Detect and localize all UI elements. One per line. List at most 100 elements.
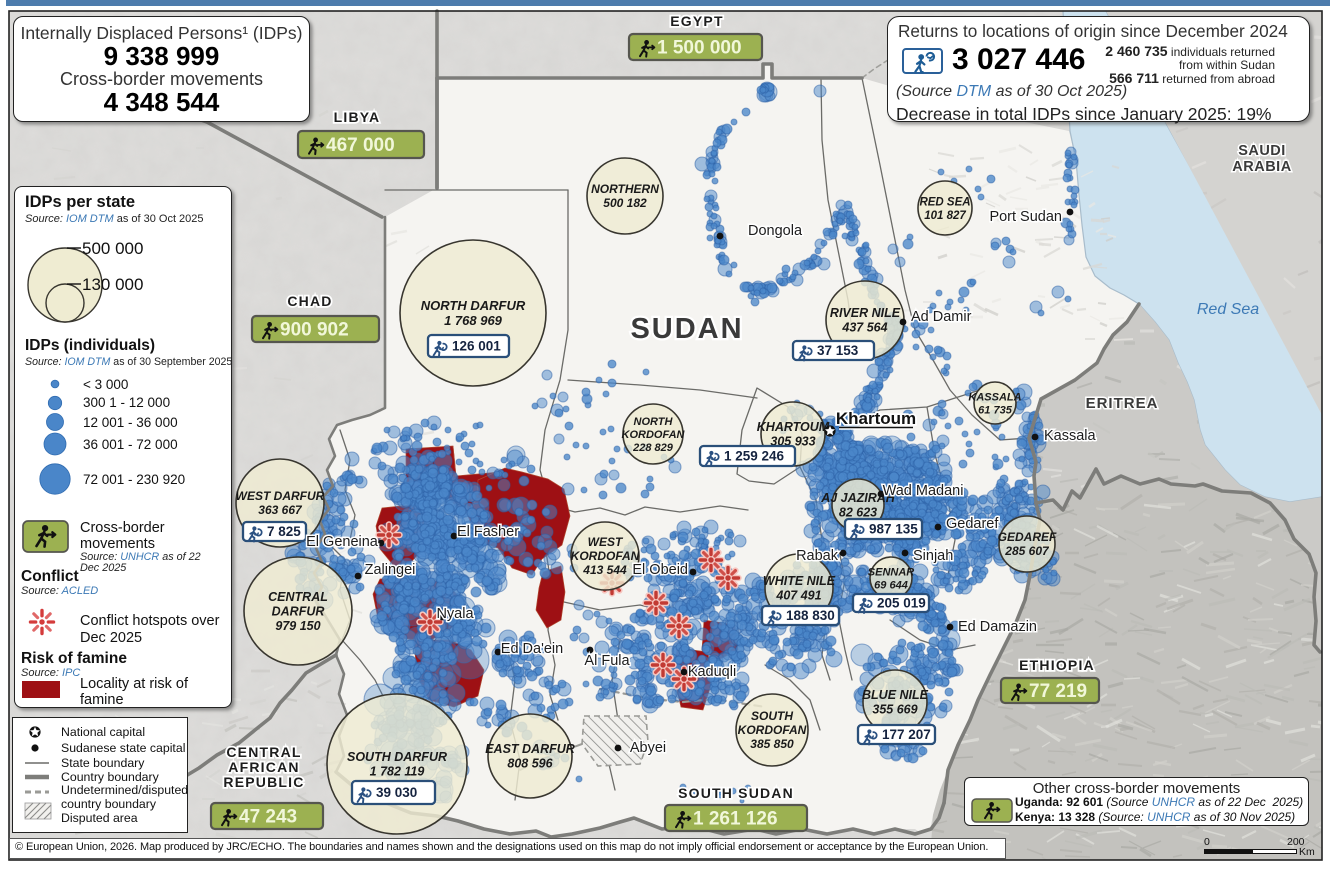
- svg-text:Kaduqli: Kaduqli: [688, 664, 736, 680]
- svg-text:7 825: 7 825: [267, 524, 301, 539]
- svg-text:Al Fula: Al Fula: [584, 653, 630, 669]
- svg-text:SUDAN: SUDAN: [630, 313, 743, 345]
- svg-text:IDPs per state: IDPs per state: [25, 193, 135, 211]
- svg-text:1 500 000: 1 500 000: [657, 38, 742, 59]
- svg-text:82 623: 82 623: [839, 506, 877, 520]
- svg-text:437 564: 437 564: [841, 321, 887, 335]
- svg-text:205 019: 205 019: [877, 596, 926, 611]
- svg-text:Red Sea: Red Sea: [1197, 301, 1259, 318]
- svg-text:SAUDI: SAUDI: [1238, 143, 1286, 159]
- svg-text:El Fasher: El Fasher: [457, 524, 519, 540]
- svg-text:ERITREA: ERITREA: [1086, 395, 1159, 412]
- svg-text:RIVER NILE: RIVER NILE: [830, 306, 901, 320]
- svg-text:500 000: 500 000: [82, 239, 143, 258]
- svg-text:Dongola: Dongola: [748, 223, 803, 239]
- svg-text:Source: IPC: Source: IPC: [21, 667, 80, 679]
- svg-text:movements: movements: [80, 536, 155, 552]
- svg-text:987 135: 987 135: [869, 522, 918, 537]
- svg-text:Gedaref: Gedaref: [946, 516, 999, 532]
- svg-text:188 830: 188 830: [786, 608, 835, 623]
- svg-text:SENNAR: SENNAR: [868, 566, 915, 578]
- svg-text:808 596: 808 596: [507, 757, 553, 771]
- svg-text:39 030: 39 030: [376, 785, 417, 800]
- svg-text:Conflict hotspots over: Conflict hotspots over: [80, 613, 220, 629]
- svg-text:CENTRAL: CENTRAL: [226, 744, 301, 760]
- svg-text:Country boundary: Country boundary: [61, 770, 160, 784]
- svg-text:69 644: 69 644: [874, 579, 908, 591]
- svg-text:Source: IOM DTM as of 30 Septe: Source: IOM DTM as of 30 September 2025: [25, 356, 231, 368]
- svg-text:101 827: 101 827: [924, 210, 966, 222]
- svg-text:Zalingei: Zalingei: [365, 562, 416, 578]
- svg-text:130 000: 130 000: [82, 275, 143, 294]
- svg-text:Undetermined/disputed: Undetermined/disputed: [61, 783, 188, 797]
- svg-text:36 001 - 72 000: 36 001 - 72 000: [83, 437, 178, 452]
- svg-text:NORTH: NORTH: [634, 416, 674, 428]
- svg-text:KASSALA: KASSALA: [968, 391, 1021, 403]
- svg-text:37 153: 37 153: [817, 343, 859, 358]
- svg-text:177 207: 177 207: [882, 727, 931, 742]
- svg-text:Kassala: Kassala: [1044, 428, 1097, 444]
- svg-text:RED SEA: RED SEA: [919, 196, 970, 208]
- svg-text:385 850: 385 850: [750, 737, 794, 751]
- svg-text:407 491: 407 491: [775, 589, 821, 603]
- svg-text:El Geneina: El Geneina: [306, 534, 379, 550]
- svg-text:CENTRAL: CENTRAL: [268, 590, 328, 604]
- svg-text:126 001: 126 001: [452, 339, 501, 354]
- svg-text:61 735: 61 735: [978, 404, 1013, 416]
- svg-text:Locality at risk of: Locality at risk of: [80, 676, 189, 692]
- svg-text:SOUTH SUDAN: SOUTH SUDAN: [678, 785, 794, 801]
- svg-text:NORTH DARFUR: NORTH DARFUR: [421, 298, 526, 313]
- svg-text:Risk of famine: Risk of famine: [21, 650, 127, 667]
- svg-text:72 001 - 230 920: 72 001 - 230 920: [83, 472, 185, 487]
- svg-text:KORDOFAN: KORDOFAN: [738, 723, 807, 737]
- svg-text:Abyei: Abyei: [630, 740, 666, 756]
- svg-text:Source: ACLED: Source: ACLED: [21, 585, 98, 597]
- svg-text:LIBYA: LIBYA: [334, 109, 381, 125]
- svg-text:KHARTOUM: KHARTOUM: [757, 420, 830, 434]
- svg-text:GEDAREF: GEDAREF: [998, 530, 1057, 544]
- svg-text:500 182: 500 182: [603, 196, 647, 210]
- svg-text:Ad Damir: Ad Damir: [911, 309, 972, 325]
- svg-text:Nyala: Nyala: [436, 606, 474, 622]
- svg-text:EAST DARFUR: EAST DARFUR: [485, 742, 575, 756]
- svg-text:Dec 2025: Dec 2025: [80, 630, 142, 646]
- svg-text:AFRICAN: AFRICAN: [228, 759, 299, 775]
- svg-text:Cross-border: Cross-border: [80, 520, 165, 536]
- svg-text:Khartoum: Khartoum: [836, 409, 916, 428]
- svg-text:< 3 000: < 3 000: [83, 377, 128, 392]
- svg-text:Sinjah: Sinjah: [913, 548, 953, 564]
- svg-text:ARABIA: ARABIA: [1232, 159, 1291, 175]
- svg-text:IDPs (individuals): IDPs (individuals): [25, 337, 155, 354]
- svg-text:EGYPT: EGYPT: [670, 13, 723, 29]
- svg-text:1 782 119: 1 782 119: [370, 765, 425, 779]
- svg-text:228 829: 228 829: [632, 442, 674, 454]
- svg-text:REPUBLIC: REPUBLIC: [223, 774, 304, 790]
- svg-text:DARFUR: DARFUR: [272, 604, 325, 618]
- svg-text:Disputed area: Disputed area: [61, 811, 138, 825]
- svg-text:355 669: 355 669: [872, 703, 917, 717]
- svg-text:WHITE NILE: WHITE NILE: [763, 574, 836, 588]
- svg-text:Source: IOM DTM as of 30 Oct 2: Source: IOM DTM as of 30 Oct 2025: [25, 213, 204, 225]
- svg-text:SOUTH: SOUTH: [751, 709, 793, 723]
- svg-text:979 150: 979 150: [275, 619, 320, 633]
- svg-text:Port Sudan: Port Sudan: [989, 209, 1062, 225]
- svg-text:413 544: 413 544: [582, 563, 627, 577]
- svg-text:Sudanese state capital: Sudanese state capital: [61, 741, 185, 755]
- svg-text:SOUTH DARFUR: SOUTH DARFUR: [347, 750, 447, 764]
- svg-text:285 607: 285 607: [1004, 544, 1050, 558]
- svg-text:famine: famine: [80, 692, 124, 706]
- svg-text:1 259 246: 1 259 246: [724, 449, 785, 464]
- svg-text:WEST DARFUR: WEST DARFUR: [236, 489, 325, 503]
- svg-text:Dec 2025: Dec 2025: [80, 562, 127, 574]
- svg-text:47 243: 47 243: [239, 807, 297, 828]
- svg-text:363 667: 363 667: [258, 503, 303, 517]
- svg-text:1 261 126: 1 261 126: [693, 809, 778, 830]
- svg-text:National capital: National capital: [61, 725, 145, 739]
- svg-text:KORDOFAN: KORDOFAN: [622, 429, 686, 441]
- svg-text:900 902: 900 902: [280, 320, 349, 341]
- svg-text:12 001 - 36 000: 12 001 - 36 000: [83, 415, 178, 430]
- svg-text:Ed Da'ein: Ed Da'ein: [501, 641, 563, 657]
- svg-text:467 000: 467 000: [326, 135, 395, 156]
- svg-text:Ed Damazin: Ed Damazin: [958, 619, 1037, 635]
- svg-text:Conflict: Conflict: [21, 568, 79, 585]
